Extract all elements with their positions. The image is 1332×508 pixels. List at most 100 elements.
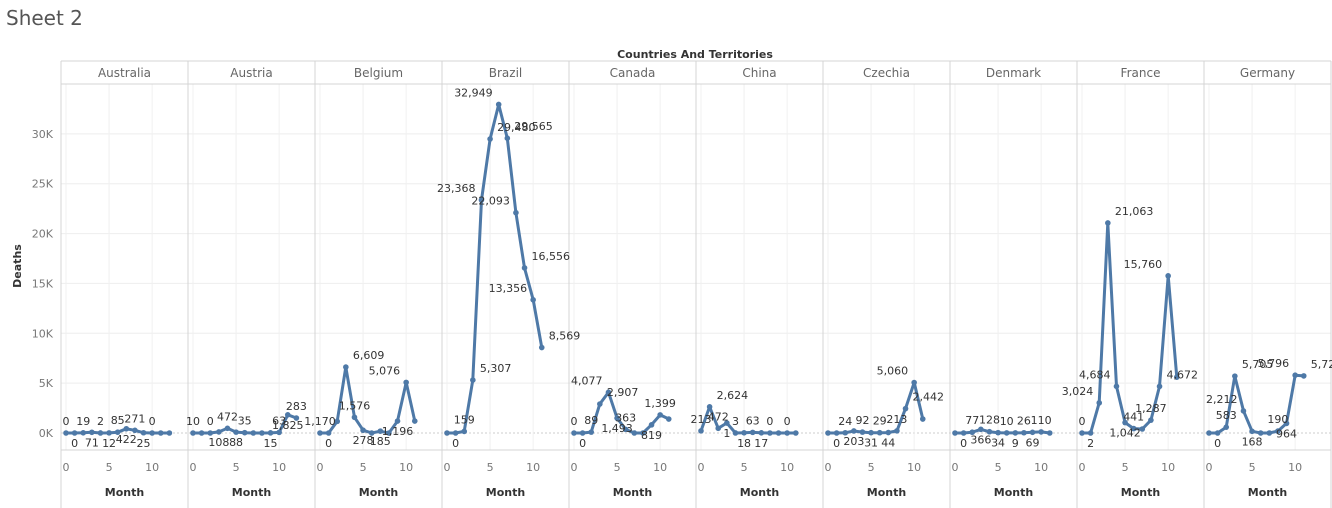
data-point [411,418,418,424]
data-label: 159 [454,413,475,426]
x-axis-label: Month [613,486,652,499]
data-label: 4,672 [1167,368,1199,381]
chart-title: Countries And Territories [617,48,773,61]
data-label: 0 [149,415,156,428]
data-point [995,429,1001,436]
data-label: 63 [746,414,760,427]
data-point [123,425,130,432]
data-point [1105,220,1111,226]
data-label: 190 [1267,413,1288,426]
x-tick-label: 5 [1122,461,1129,474]
data-label: 44 [881,437,895,450]
data-label: 422 [116,433,137,446]
series-layer [63,101,1307,436]
x-tick-label: 10 [1288,461,1302,474]
data-point [657,412,663,418]
data-point [224,425,231,432]
y-tick-label: 30K [32,128,54,141]
data-point [1214,430,1221,436]
data-point [665,416,672,422]
x-axis-label: Month [994,486,1033,499]
data-point [876,429,883,436]
data-point [377,428,384,434]
series-line [955,427,1050,435]
data-point [698,428,704,434]
data-point [851,428,857,434]
data-label: 1,576 [339,399,371,412]
data-label: 1,042 [1109,427,1141,440]
data-label: 0 [1079,415,1086,428]
data-point [1029,429,1036,436]
panel-header: Australia [98,66,151,80]
data-point [97,430,104,436]
data-point [605,389,612,396]
x-tick-label: 0 [952,461,959,474]
data-point [1173,374,1180,380]
data-point [233,429,239,435]
data-point [495,101,502,108]
data-label: 89 [584,414,598,427]
data-label: 2 [97,415,104,428]
data-point [267,430,274,436]
data-point [706,404,713,410]
x-tick-label: 5 [741,461,748,474]
data-point [132,427,138,434]
data-point [825,430,831,436]
data-point [792,430,799,436]
data-label: 366 [970,433,991,446]
panel-header: Canada [610,66,656,80]
data-label: 9 [1012,437,1019,450]
x-tick-label: 10 [526,461,540,474]
data-label: 34 [991,437,1005,450]
x-tick-label: 10 [1034,461,1048,474]
data-point [241,429,248,436]
y-tick-label: 20K [32,228,54,241]
data-point [250,430,257,436]
data-point [842,429,849,436]
data-label: 0 [579,437,586,450]
data-point [894,428,900,434]
data-point [1096,400,1103,406]
data-point [758,430,765,436]
data-label: 92 [855,414,869,427]
data-point [1003,430,1010,436]
data-label: 4,684 [1079,368,1111,381]
data-point [1292,372,1298,379]
data-label: 441 [1123,411,1144,424]
data-point [597,401,603,407]
data-point [640,430,646,436]
data-point [868,429,874,436]
data-label: 2,624 [717,389,749,402]
data-point [784,430,790,436]
data-point [106,430,112,436]
data-label: 13,356 [489,282,528,295]
data-label: 21,063 [1115,205,1154,218]
data-point [343,364,349,370]
x-tick-label: 5 [868,461,875,474]
grid-layer [61,84,1331,450]
data-point [325,430,332,436]
x-axis-label: Month [359,486,398,499]
data-label: 12 [102,437,116,450]
data-point [149,430,155,436]
data-label: 0 [452,437,459,450]
data-point [1046,430,1053,436]
data-point [1223,424,1230,430]
data-label: 63 [272,414,286,427]
data-label: 88 [229,436,243,449]
panel-header: Brazil [489,66,523,80]
data-label: 168 [1242,435,1263,448]
data-point [1257,430,1264,436]
data-point [351,414,358,421]
data-point [89,429,95,436]
data-point [1156,383,1163,390]
x-tick-label: 10 [399,461,413,474]
data-label: 3,024 [1062,385,1094,398]
data-label: 1,287 [1135,402,1167,415]
x-axis-label: Month [1121,486,1160,499]
data-label: 32,949 [454,86,493,99]
data-label: 5,796 [1258,357,1290,370]
panel-header: Czechia [863,66,910,80]
data-point [360,427,366,434]
